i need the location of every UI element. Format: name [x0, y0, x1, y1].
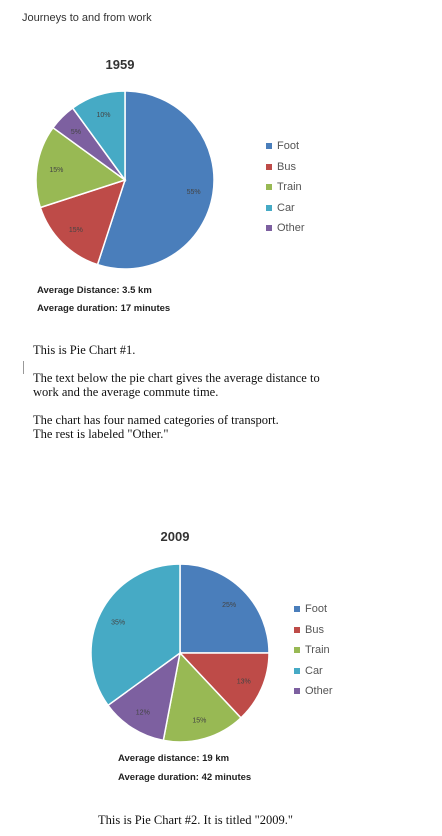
chart-1-title: 1959 — [105, 57, 135, 72]
chart-2-slice-bus — [178, 652, 270, 719]
legend-label: Train — [305, 644, 330, 657]
chart-2-label-bus: 13% — [237, 679, 251, 686]
desc-1-line-4: The chart has four named categories of t… — [33, 413, 279, 427]
chart-2-label-other: 12% — [136, 710, 150, 717]
legend-swatch — [294, 626, 300, 633]
desc-1-line-1: This is Pie Chart #1. — [33, 343, 136, 357]
chart-1-label-other: 5% — [71, 129, 81, 136]
chart-1-label-train: 15% — [49, 167, 63, 174]
legend-1-item-train: Train — [266, 177, 305, 198]
legend-label: Foot — [305, 603, 328, 616]
pie-chart-1: 55% 15% 15% 5% 10% — [35, 90, 215, 270]
chart-1-duration: Average duration: 17 minutes — [37, 303, 171, 314]
chart-2-label-foot: 25% — [222, 602, 236, 609]
legend-swatch — [266, 143, 272, 150]
desc-2-line-1: This is Pie Chart #2. It is titled "2009… — [98, 813, 293, 827]
legend-label: Other — [277, 222, 305, 235]
chart-2-label-train: 15% — [192, 718, 206, 725]
desc-1-line-5: The rest is labeled "Other." — [33, 427, 169, 441]
chart-1-slice-train — [35, 126, 127, 209]
chart-2-label-car: 35% — [111, 620, 125, 627]
legend-swatch — [266, 225, 272, 232]
legend-2: Foot Bus Train Car Other — [294, 599, 333, 702]
legend-label: Car — [277, 201, 295, 214]
page-title: Journeys to and from work — [22, 12, 152, 24]
chart-2-distance: Average distance: 19 km — [118, 753, 230, 764]
legend-swatch — [266, 204, 272, 211]
chart-1-label-bus: 15% — [69, 227, 83, 234]
legend-2-item-other: Other — [294, 681, 333, 702]
desc-1-line-2: The text below the pie chart gives the a… — [33, 371, 320, 385]
legend-swatch — [294, 647, 300, 654]
legend-label: Foot — [277, 140, 300, 153]
chart-2-slice-other — [106, 651, 182, 742]
legend-1-item-car: Car — [266, 198, 305, 219]
legend-swatch — [294, 606, 300, 613]
chart-2-slice-train — [162, 651, 242, 743]
chart-1-slice-foot — [96, 90, 215, 270]
chart-2-title: 2009 — [160, 529, 190, 544]
chart-1-label-foot: 55% — [187, 189, 201, 196]
legend-swatch — [294, 667, 300, 674]
chart-2-slice-foot — [179, 563, 270, 654]
legend-swatch — [294, 688, 300, 695]
legend-2-item-foot: Foot — [294, 599, 333, 620]
chart-2-slice-car — [90, 563, 181, 707]
chart-2-duration: Average duration: 42 minutes — [118, 772, 252, 783]
legend-swatch — [266, 163, 272, 170]
legend-label: Other — [305, 685, 333, 698]
legend-2-item-car: Car — [294, 661, 333, 682]
legend-1-item-foot: Foot — [266, 136, 305, 157]
legend-swatch — [266, 184, 272, 191]
legend-1-item-other: Other — [266, 218, 305, 239]
legend-label: Train — [277, 181, 302, 194]
legend-label: Bus — [277, 160, 296, 173]
legend-2-item-bus: Bus — [294, 620, 333, 641]
legend-label: Bus — [305, 623, 324, 636]
legend-2-item-train: Train — [294, 640, 333, 661]
legend-label: Car — [305, 664, 323, 677]
legend-1-item-bus: Bus — [266, 157, 305, 178]
chart-1-slice-car — [71, 90, 126, 183]
desc-1-line-3: work and the average commute time. — [33, 385, 219, 399]
chart-1-label-car: 10% — [96, 112, 110, 119]
pie-chart-2: 25% 13% 15% 12% 35% — [90, 563, 270, 743]
chart-1-distance: Average Distance: 3.5 km — [37, 285, 152, 296]
text-cursor — [23, 361, 24, 374]
legend-1: Foot Bus Train Car Other — [266, 136, 305, 239]
